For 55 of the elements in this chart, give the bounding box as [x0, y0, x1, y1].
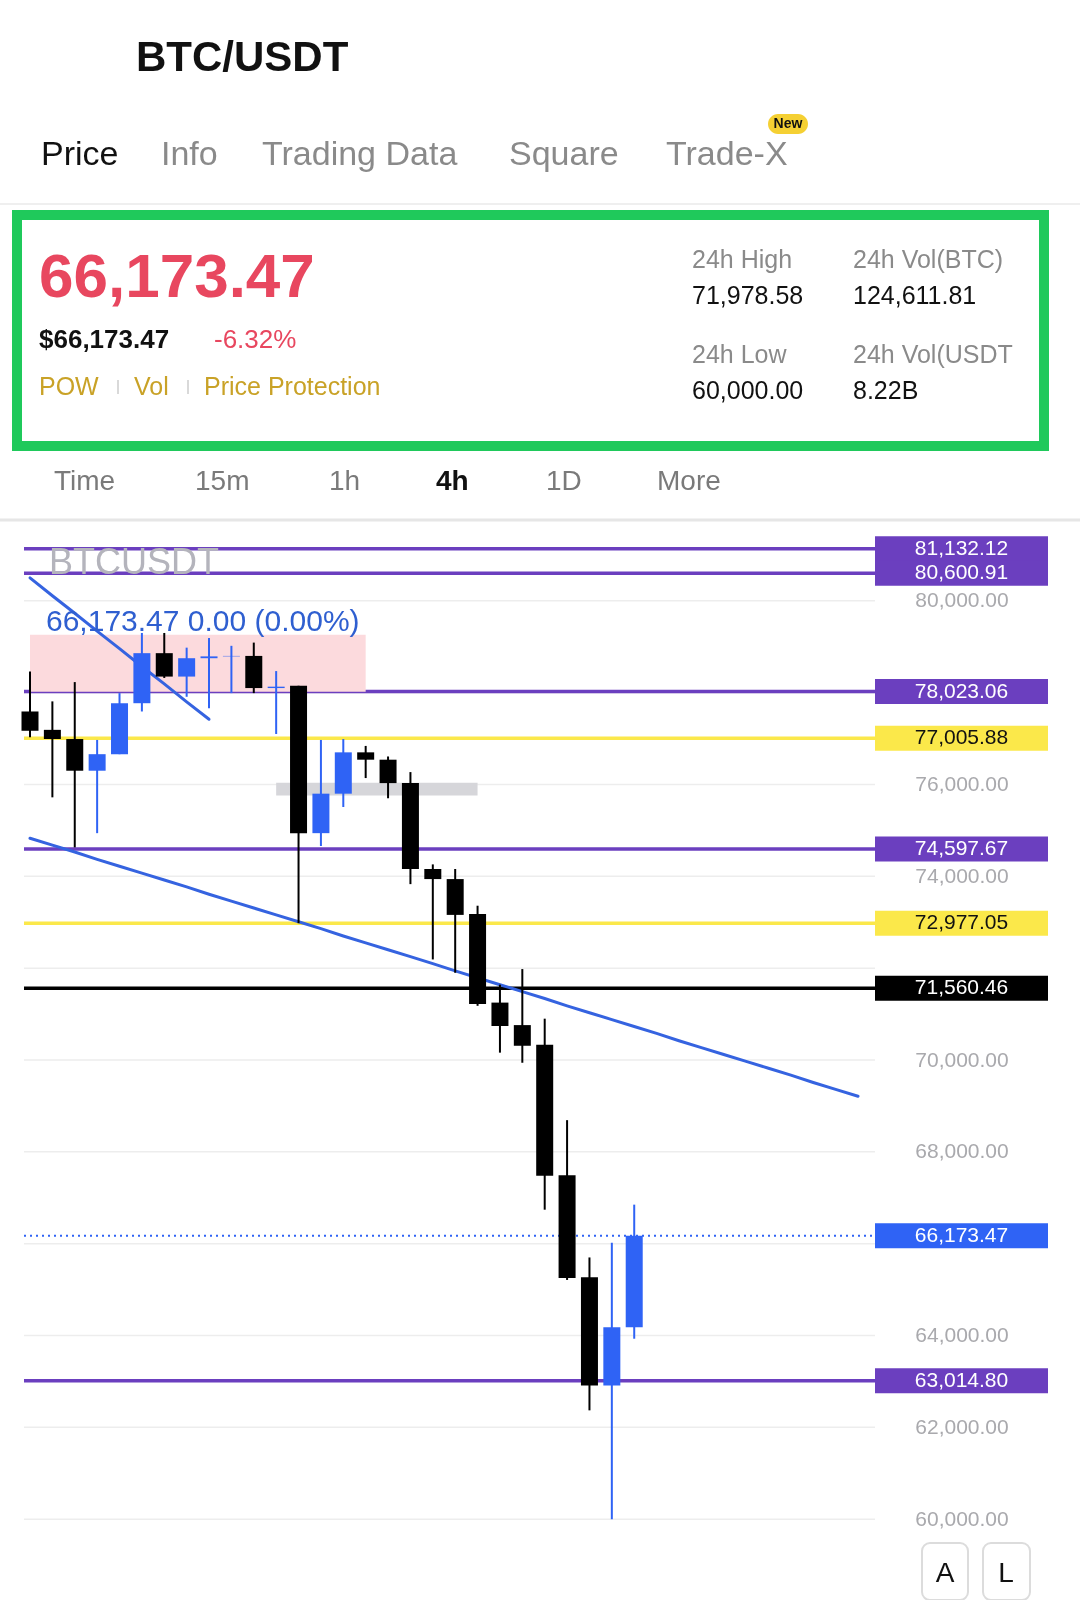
text: Trade-X	[666, 134, 788, 172]
text: 71,978.58	[692, 281, 804, 309]
y-tick-label: 76,000.00	[915, 771, 1009, 795]
text: Square	[509, 134, 619, 172]
text: 124,611.81	[853, 281, 977, 309]
ref-line-label: 66,173.47	[914, 1222, 1009, 1246]
text: Price Protection	[204, 372, 381, 400]
text: 8.22B	[853, 376, 919, 404]
text: New	[773, 115, 803, 131]
ref-line-label: 80,600.91	[914, 560, 1009, 584]
candlestick	[424, 863, 442, 961]
text: L	[998, 1557, 1014, 1588]
candlestick	[88, 738, 106, 835]
candlestick	[178, 646, 196, 698]
text: Trading Data	[262, 134, 458, 172]
candlestick	[379, 755, 397, 800]
y-tick-label: 60,000.00	[915, 1506, 1009, 1530]
ref-line-label: 71,560.46	[914, 975, 1009, 999]
text: Info	[161, 134, 218, 172]
text: Vol	[134, 372, 169, 400]
y-tick-label: 70,000.00	[915, 1047, 1009, 1071]
text: $66,173.47	[39, 324, 170, 354]
text: 24h Vol(USDT	[853, 340, 1013, 368]
ref-line-label: 63,014.80	[914, 1367, 1009, 1391]
ref-line-label: 81,132.12	[914, 535, 1009, 559]
text: -6.32%	[214, 324, 297, 354]
candlestick	[43, 700, 61, 799]
text: 24h Low	[692, 340, 788, 368]
y-tick-label: 68,000.00	[915, 1139, 1009, 1163]
ref-line-label: 77,005.88	[914, 725, 1009, 749]
text: 4h	[436, 465, 469, 496]
text: 1h	[329, 465, 361, 496]
ref-line-label: 78,023.06	[914, 678, 1009, 702]
text: More	[657, 465, 721, 496]
text: Price	[41, 134, 119, 172]
text: BTC/USDT	[136, 33, 349, 80]
y-tick-label: 62,000.00	[915, 1414, 1009, 1438]
y-tick-label: 80,000.00	[915, 588, 1009, 612]
text: 1D	[546, 465, 582, 496]
text: POW	[39, 372, 100, 400]
candlestick	[357, 744, 375, 780]
y-tick-label: 64,000.00	[915, 1323, 1009, 1347]
text: 24h Vol(BTC)	[853, 245, 1004, 273]
y-tick-label: 74,000.00	[915, 863, 1009, 887]
candlestick	[200, 637, 218, 710]
text: 24h High	[692, 245, 793, 273]
text: 66,173.47	[39, 241, 315, 310]
ref-line-label: 74,597.67	[914, 835, 1009, 859]
text: 15m	[195, 465, 250, 496]
line-series	[28, 836, 860, 1098]
text: A	[935, 1557, 955, 1588]
candlestick	[21, 670, 39, 739]
ref-line-label: 72,977.05	[914, 910, 1009, 934]
text: 60,000.00	[692, 376, 804, 404]
text: Time	[54, 465, 116, 496]
